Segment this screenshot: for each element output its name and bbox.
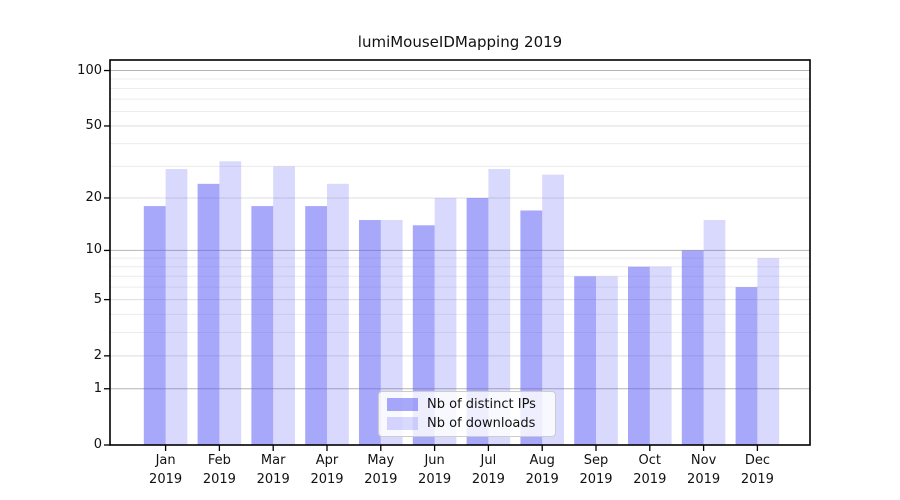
bar-may-downloads (380, 220, 403, 445)
x-tick-label: May 2019 (364, 453, 398, 487)
plot-border (109, 59, 811, 446)
y-tick-label: 50 (85, 117, 102, 133)
bar-may-ips (359, 220, 381, 445)
x-tick-label: Nov 2019 (687, 453, 721, 487)
bar-jan-ips (143, 206, 166, 445)
x-tick-label: Mar 2019 (256, 453, 290, 487)
x-tick-label: Jan 2019 (149, 453, 183, 487)
x-tick-label: Feb 2019 (202, 453, 236, 487)
y-tick-label: 1 (93, 380, 102, 396)
legend-swatch-distinct-ips-icon (387, 398, 418, 412)
x-tick-label: Sep 2019 (579, 453, 613, 487)
bar-jun-ips (412, 225, 435, 445)
x-tick-label: Aug 2019 (525, 453, 559, 487)
legend-swatch-downloads-icon (387, 416, 418, 430)
bar-mar-ips (251, 206, 274, 445)
legend-row-distinct-ips: Nb of distinct IPs (387, 397, 547, 412)
y-tick-label: 0 (93, 437, 102, 452)
bar-mar-downloads (273, 166, 295, 445)
bar-jan-downloads (165, 169, 188, 446)
bar-oct-downloads (649, 266, 672, 445)
x-tick-label: Oct 2019 (633, 453, 667, 487)
bar-nov-ips (681, 250, 704, 445)
legend-label-distinct-ips: Nb of distinct IPs (427, 397, 536, 413)
bar-dec-downloads (757, 258, 780, 445)
chart-title: lumiMouseIDMapping 2019 (357, 33, 563, 51)
legend-row-downloads: Nb of downloads (387, 416, 547, 431)
bar-jul-ips (466, 197, 489, 445)
y-tick-label: 20 (85, 189, 102, 205)
bar-feb-downloads (219, 161, 242, 445)
bar-apr-downloads (327, 183, 349, 445)
bar-jun-downloads (434, 197, 457, 445)
bar-aug-ips (520, 210, 543, 445)
bar-dec-ips (735, 287, 758, 445)
bar-sep-ips (574, 276, 596, 445)
legend: Nb of distinct IPs Nb of downloads (378, 391, 556, 437)
y-tick-label: 100 (77, 62, 102, 78)
y-tick-label: 2 (93, 347, 102, 363)
x-tick-label: Jun 2019 (418, 453, 452, 487)
bar-feb-ips (197, 183, 220, 445)
bar-oct-ips (628, 266, 650, 445)
bar-aug-downloads (542, 174, 564, 445)
x-tick-label: Jul 2019 (471, 453, 505, 487)
bar-sep-downloads (596, 276, 618, 445)
y-tick-label: 10 (85, 242, 102, 258)
bar-nov-downloads (703, 220, 726, 445)
legend-label-downloads: Nb of downloads (427, 415, 536, 431)
bar-jul-downloads (488, 169, 511, 446)
x-tick-label: Apr 2019 (310, 453, 344, 487)
x-tick-label: Dec 2019 (740, 453, 774, 487)
bar-apr-ips (305, 206, 327, 445)
y-tick-label: 5 (93, 291, 102, 307)
